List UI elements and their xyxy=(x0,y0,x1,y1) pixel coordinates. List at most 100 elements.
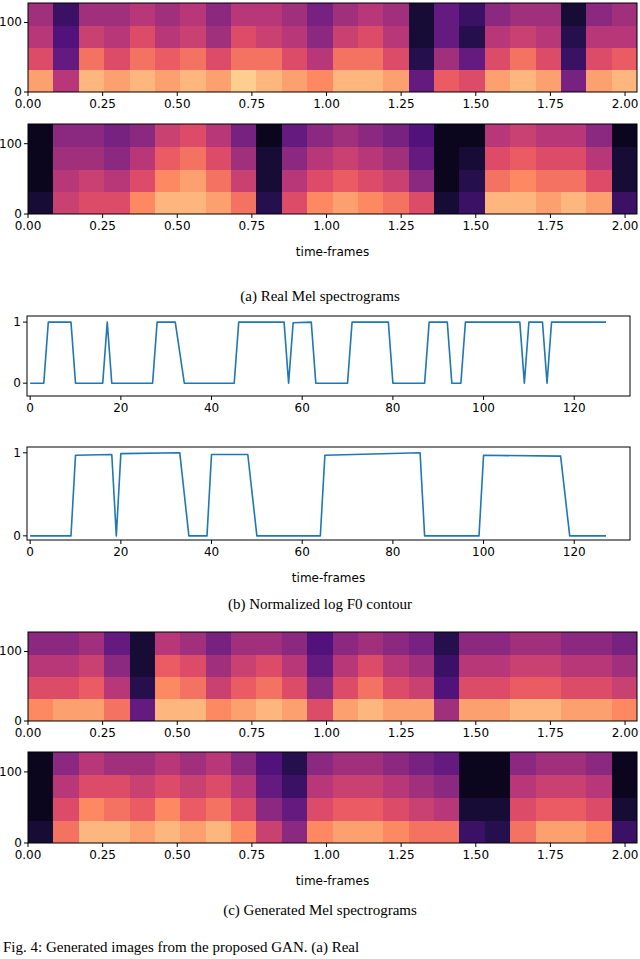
spectrogram-cell xyxy=(28,3,54,26)
x-tick-label: 20 xyxy=(113,401,128,415)
spectrogram-cell xyxy=(307,192,333,215)
spectrogram-cell xyxy=(104,699,130,721)
plot-area xyxy=(28,3,637,92)
spectrogram-cell xyxy=(383,169,409,192)
spectrogram-cell xyxy=(586,798,612,821)
y-tick xyxy=(24,771,28,772)
plot-area xyxy=(30,322,606,383)
spectrogram-cell xyxy=(561,169,587,192)
spectrogram-cell xyxy=(459,25,485,48)
spectrogram-cell xyxy=(180,798,206,821)
spectrogram-cell xyxy=(28,124,54,147)
spectrogram-cell xyxy=(155,699,181,721)
spectrogram-cell xyxy=(307,699,333,721)
spectrogram-cell xyxy=(256,699,282,721)
spectrogram-cell xyxy=(155,169,181,192)
spectrogram-cell xyxy=(358,654,384,677)
spectrogram-cell xyxy=(409,124,435,147)
spectrogram-cell xyxy=(383,632,409,655)
spectrogram-cell xyxy=(28,48,54,71)
x-tick-label: 80 xyxy=(385,401,400,415)
spectrogram-cell xyxy=(79,3,105,26)
spectrogram-cell xyxy=(104,752,130,775)
spectrogram-cell xyxy=(79,124,105,147)
spectrogram-cell xyxy=(434,192,460,215)
spectrogram-cell xyxy=(333,25,359,48)
x-tick xyxy=(251,721,252,725)
spectrogram-cell xyxy=(333,699,359,721)
spectrogram-cell xyxy=(256,752,282,775)
spectrogram-cell xyxy=(282,752,308,775)
x-tick-label: 20 xyxy=(113,545,128,559)
axes-frame xyxy=(28,3,637,92)
spectrogram-cell xyxy=(358,798,384,821)
x-tick xyxy=(326,214,327,218)
x-tick-label: 1.25 xyxy=(388,726,415,740)
x-tick xyxy=(30,540,31,544)
spectrogram-cell xyxy=(28,775,54,798)
spectrogram-cell xyxy=(104,775,130,798)
spectrogram-cell xyxy=(409,70,435,92)
x-tick-label: 100 xyxy=(472,545,495,559)
x-tick xyxy=(102,721,103,725)
spectrogram-cell xyxy=(586,820,612,843)
spectrogram-cell xyxy=(231,192,257,215)
spectrogram-cell xyxy=(434,775,460,798)
plot-area xyxy=(28,124,637,214)
x-tick xyxy=(102,843,103,847)
spectrogram-cell xyxy=(206,820,232,843)
spectrogram-cell xyxy=(28,169,54,192)
spectrogram-cell xyxy=(333,124,359,147)
spectrogram-cell xyxy=(53,70,79,92)
y-tick xyxy=(23,452,27,453)
x-tick-label: 0.00 xyxy=(15,726,42,740)
y-tick xyxy=(23,322,27,323)
spectrogram-cell xyxy=(536,677,562,700)
spectrogram-cell xyxy=(130,25,156,48)
spectrogram-cell xyxy=(180,677,206,700)
spectrogram-cell xyxy=(434,752,460,775)
spectrogram-cell xyxy=(282,25,308,48)
x-tick-label: 40 xyxy=(204,401,219,415)
spectrogram-cell xyxy=(28,752,54,775)
spectrogram-cell xyxy=(282,820,308,843)
y-tick-label: 0 xyxy=(14,714,22,728)
spectrogram-cell xyxy=(155,677,181,700)
x-tick-label: 1.00 xyxy=(313,97,340,111)
x-tick xyxy=(550,721,551,725)
spectrogram-cell xyxy=(333,70,359,92)
spectrogram-cell xyxy=(282,3,308,26)
spectrogram-cell xyxy=(28,798,54,821)
spectrogram-cell xyxy=(383,752,409,775)
spectrogram-cell xyxy=(434,25,460,48)
y-tick-label: 0 xyxy=(13,376,21,390)
spectrogram-cell xyxy=(307,677,333,700)
spectrogram-cell xyxy=(155,48,181,71)
spectrogram-cell xyxy=(536,699,562,721)
x-tick xyxy=(401,721,402,725)
x-tick xyxy=(251,214,252,218)
spectrogram-cell xyxy=(28,25,54,48)
spectrogram-cell xyxy=(561,25,587,48)
spectrogram-cell xyxy=(485,169,511,192)
spectrogram-cell xyxy=(459,169,485,192)
x-tick-label: 0 xyxy=(26,545,34,559)
spectrogram-cell xyxy=(586,147,612,170)
spectrogram-cell xyxy=(333,48,359,71)
spectrogram-cell xyxy=(53,632,79,655)
spectrogram-cell xyxy=(409,775,435,798)
spectrogram-cell xyxy=(485,775,511,798)
spectrogram-cell xyxy=(231,169,257,192)
spectrogram-cell xyxy=(485,632,511,655)
spectrogram-cell xyxy=(53,25,79,48)
x-tick xyxy=(475,92,476,96)
spectrogram-cell xyxy=(612,25,637,48)
spectrogram-cell xyxy=(510,192,536,215)
spectrogram-cell xyxy=(180,820,206,843)
spectrogram-cell xyxy=(231,124,257,147)
spectrogram-cell xyxy=(53,192,79,215)
spectrogram-cell xyxy=(180,775,206,798)
y-tick-label: 0 xyxy=(14,836,22,850)
x-tick xyxy=(574,540,575,544)
x-tick xyxy=(326,92,327,96)
